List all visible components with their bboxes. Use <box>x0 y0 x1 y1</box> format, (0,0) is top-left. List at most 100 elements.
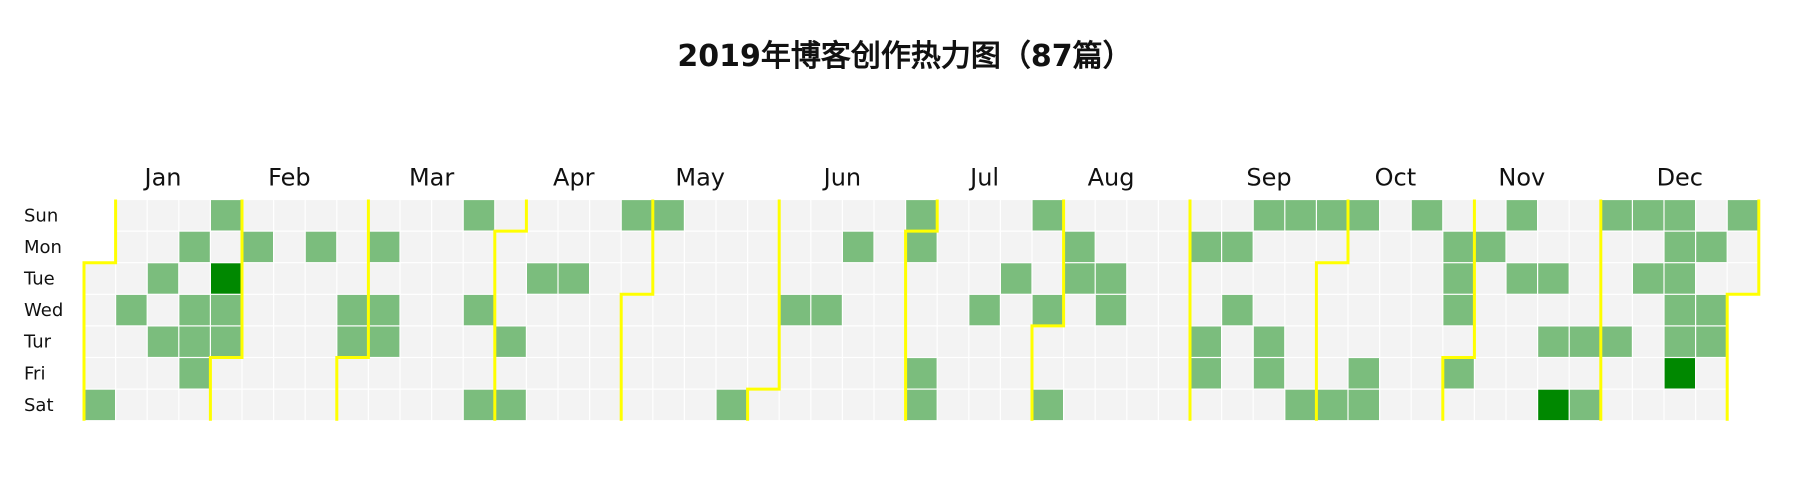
day-cell <box>1222 294 1253 326</box>
day-cell <box>1317 389 1348 421</box>
day-cell <box>969 294 1000 326</box>
day-cell <box>1569 389 1601 421</box>
day-cell <box>147 263 179 294</box>
day-cell <box>874 389 905 421</box>
day-cell <box>590 326 621 357</box>
heatmap-cells <box>84 200 1759 421</box>
day-cell <box>1569 326 1601 357</box>
day-cell <box>906 389 937 421</box>
day-cell <box>1538 231 1569 263</box>
day-cell <box>811 326 842 357</box>
day-cell <box>779 263 811 294</box>
day-cell <box>558 326 589 357</box>
day-cell <box>1601 294 1632 326</box>
day-cell <box>1317 294 1348 326</box>
day-cell <box>1317 231 1348 263</box>
day-cell <box>1601 389 1632 421</box>
day-cell <box>748 200 779 231</box>
day-cell <box>1506 358 1537 389</box>
day-cell <box>653 358 684 389</box>
month-label: Feb <box>268 164 311 192</box>
day-cell <box>495 358 526 389</box>
day-cell <box>1095 294 1127 326</box>
day-cell <box>748 326 779 357</box>
day-cell <box>179 200 210 231</box>
day-cell <box>1127 358 1158 389</box>
day-cell <box>1664 231 1695 263</box>
day-cell <box>748 294 779 326</box>
day-cell <box>843 263 874 294</box>
day-cell <box>1222 200 1253 231</box>
day-cell <box>1601 358 1632 389</box>
day-cell <box>1569 200 1601 231</box>
month-label: Oct <box>1375 164 1417 192</box>
day-cell <box>1285 263 1316 294</box>
day-cell <box>843 389 874 421</box>
day-cell <box>1506 263 1537 294</box>
day-cell <box>1633 358 1664 389</box>
day-cell <box>1696 200 1727 231</box>
day-cell <box>1380 389 1411 421</box>
day-cell <box>1696 389 1727 421</box>
day-cell <box>1159 326 1190 357</box>
day-cell <box>1475 231 1506 263</box>
day-cell <box>1127 326 1158 357</box>
day-cell <box>211 389 242 421</box>
day-cell <box>685 263 716 294</box>
day-cell <box>621 326 653 357</box>
day-cell <box>1411 263 1443 294</box>
day-cell <box>274 358 305 389</box>
day-cell <box>1095 263 1127 294</box>
day-cell <box>1317 200 1348 231</box>
day-cell <box>495 231 526 263</box>
day-cell <box>748 358 779 389</box>
day-cell <box>116 231 147 263</box>
day-cell <box>1475 358 1506 389</box>
day-cell <box>1475 200 1506 231</box>
day-cell <box>1411 231 1443 263</box>
day-cell <box>1285 389 1316 421</box>
day-cell <box>1159 358 1190 389</box>
day-cell <box>1569 263 1601 294</box>
day-cell <box>1317 326 1348 357</box>
day-cell <box>211 231 242 263</box>
day-cell <box>748 389 779 421</box>
day-cell <box>1095 200 1127 231</box>
month-label: Mar <box>409 164 454 192</box>
day-cell <box>590 263 621 294</box>
month-boundary <box>335 199 370 421</box>
day-cell <box>1064 389 1095 421</box>
day-cell <box>748 231 779 263</box>
day-cell <box>1443 358 1474 389</box>
day-cell <box>1633 200 1664 231</box>
day-cell <box>1380 294 1411 326</box>
day-cell <box>1285 326 1316 357</box>
day-cell <box>179 358 210 389</box>
day-cell <box>558 263 589 294</box>
day-cell <box>874 200 905 231</box>
day-cell <box>1443 231 1474 263</box>
day-label: Wed <box>24 300 63 321</box>
day-cell <box>906 294 937 326</box>
day-cell <box>463 294 495 326</box>
day-cell <box>843 231 874 263</box>
day-cell <box>1538 294 1569 326</box>
day-cell <box>432 263 463 294</box>
day-cell <box>116 200 147 231</box>
day-cell <box>116 358 147 389</box>
day-cell <box>1411 389 1443 421</box>
day-cell <box>969 231 1000 263</box>
day-cell <box>1253 389 1285 421</box>
day-cell <box>369 263 400 294</box>
day-cell <box>685 326 716 357</box>
day-cell <box>305 231 337 263</box>
chart-title: 2019年博客创作热力图（87篇） <box>677 39 1132 74</box>
day-cell <box>527 200 558 231</box>
day-cell <box>1348 294 1379 326</box>
day-cell <box>147 200 179 231</box>
day-cell <box>937 294 969 326</box>
day-cell <box>337 358 368 389</box>
month-labels: Jan Feb Mar Apr May Jun Jul Aug Sep Oct Nov Dec <box>143 164 1704 192</box>
day-cell <box>716 294 747 326</box>
day-cell <box>558 389 589 421</box>
